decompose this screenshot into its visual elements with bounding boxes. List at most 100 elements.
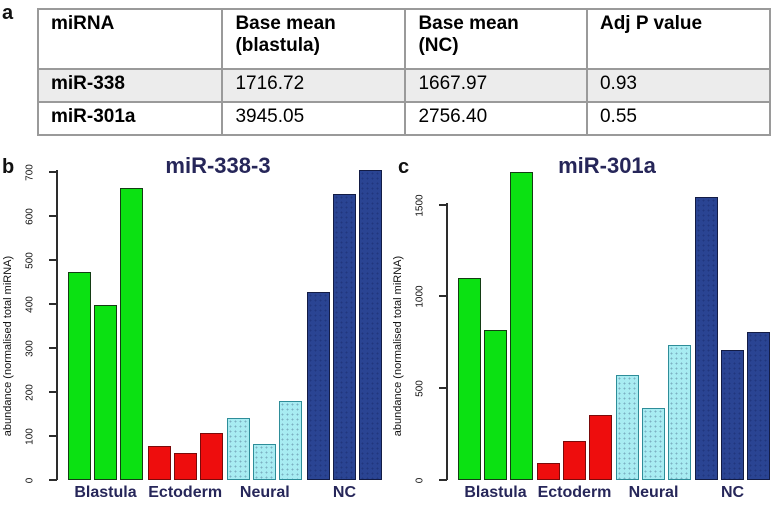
cell-mirna-name: miR-338 (36, 68, 224, 103)
y-axis-tick-label: 300 (24, 340, 36, 358)
y-axis-tick (49, 259, 57, 262)
y-axis-tick-label: 1500 (414, 194, 426, 217)
y-axis-tick (439, 203, 447, 206)
panel-b-label: b (2, 156, 15, 178)
table-header-mirna: miRNA (36, 8, 224, 70)
table-header-adj-p-value: Adj P value (585, 8, 772, 70)
table-header-base-mean-nc: Base mean (NC) (404, 8, 588, 70)
chart-panel-mir-301a: c miR-301a abundance (normalised total m… (390, 152, 778, 530)
y-axis-label-text: abundance (normalised total miRNA) (2, 255, 14, 437)
header-line: Base mean (235, 13, 336, 34)
bar (358, 170, 382, 480)
y-axis-tick (49, 303, 57, 306)
chart-title: miR-301a (558, 153, 656, 178)
y-axis-tick (439, 387, 447, 390)
x-category-label: Blastula (464, 484, 527, 501)
plot-area: 0 500 1000 1500 (415, 171, 772, 483)
x-category-label: Neural (239, 484, 290, 501)
y-axis-label: abundance (normalised total miRNA) (0, 190, 16, 502)
bar (747, 332, 770, 480)
bar-group-nc (695, 197, 770, 480)
bar-group-nc (306, 170, 382, 480)
bar (306, 291, 330, 480)
y-axis-tick-label: 200 (24, 384, 36, 401)
cell-base-mean-nc: 1667.97 (404, 68, 588, 103)
bar-group-ectoderm (147, 433, 223, 480)
bar (458, 278, 481, 480)
y-axis-line (56, 170, 58, 480)
bar (199, 433, 223, 480)
panel-a-label: a (2, 2, 14, 24)
y-axis-tick-label: 100 (24, 428, 36, 445)
bar (616, 375, 639, 480)
bar (279, 401, 303, 480)
cell-base-mean-blastula: 3945.05 (221, 101, 407, 136)
bar-group-neural (616, 345, 691, 480)
bar (537, 462, 560, 480)
chart-body: abundance (normalised total miRNA) 0 100 2… (0, 165, 390, 502)
bar (484, 329, 507, 480)
header-line: (NC) (418, 35, 459, 56)
bar (695, 197, 718, 480)
bar-group-ectoderm (537, 414, 612, 480)
bar-group-blastula (68, 187, 143, 480)
table-header-row: miRNA Base mean (blastula) Base mean (NC… (36, 8, 772, 70)
x-axis-labels: Blastula Ectoderm Neural NC (58, 484, 384, 502)
panel-c-label: c (398, 156, 410, 178)
bar (642, 407, 665, 480)
plot-area: 0 100 200 300 400 500 600 700 (25, 165, 384, 483)
table-row: miR-301a 3945.05 2756.40 0.55 (36, 101, 772, 136)
cell-base-mean-blastula: 1716.72 (221, 68, 407, 103)
table-row: miR-338 1716.72 1667.97 0.93 (36, 68, 772, 103)
bar (332, 194, 356, 480)
header-line: Base mean (418, 13, 519, 34)
x-category-label: NC (332, 484, 357, 501)
x-category-label: Ectoderm (148, 484, 223, 501)
bar (721, 349, 744, 480)
table-header-base-mean-blastula: Base mean (blastula) (221, 8, 407, 70)
y-axis-tick (49, 171, 57, 174)
y-axis-tick (49, 391, 57, 394)
y-axis-tick (49, 347, 57, 350)
bar (68, 272, 91, 480)
x-category-label: Blastula (74, 484, 137, 501)
y-axis-tick-label: 500 (24, 252, 36, 270)
chart-panel-mir-338: b miR-338-3 abundance (normalised total … (0, 152, 390, 530)
y-axis-tick-label: 600 (24, 208, 36, 226)
plot-column: 0 100 200 300 400 500 600 700 Blastula Ectoderm N… (16, 165, 390, 502)
y-axis-tick-label: 0 (24, 477, 36, 484)
x-category-label: NC (720, 484, 745, 501)
chart-title: miR-338-3 (165, 153, 271, 178)
y-axis-tick-label: 500 (414, 380, 426, 398)
bar-group-neural (227, 401, 303, 480)
bar (94, 305, 117, 480)
bar (563, 440, 586, 480)
cell-mirna-name: miR-301a (36, 101, 224, 136)
x-category-label: Neural (628, 484, 679, 501)
cell-adj-p-value: 0.55 (585, 101, 772, 136)
cell-base-mean-nc: 2756.40 (404, 101, 588, 136)
chart-body: abundance (normalised total miRNA) 0 500 1… (390, 171, 778, 502)
y-axis-tick (439, 479, 447, 481)
y-axis-tick (439, 295, 447, 298)
bar (173, 452, 197, 480)
y-axis-label-text: abundance (normalised total miRNA) (392, 255, 404, 437)
mirna-table: miRNA Base mean (blastula) Base mean (NC… (36, 8, 772, 136)
y-axis-tick (49, 215, 57, 218)
x-category-label: Ectoderm (537, 484, 612, 501)
plot-column: 0 500 1000 1500 Blastula Ectoderm Neural NC (406, 171, 778, 502)
bar (147, 445, 171, 480)
bar (510, 171, 533, 480)
bar (668, 345, 691, 480)
bar-group-blastula (458, 171, 533, 480)
y-axis-tick (49, 479, 57, 481)
y-axis-tick (49, 435, 57, 438)
y-axis-tick-label: 1000 (414, 285, 426, 309)
header-line: miRNA (51, 13, 115, 34)
cell-adj-p-value: 0.93 (585, 68, 772, 103)
header-line: Adj P value (599, 13, 703, 34)
header-line: (blastula) (235, 35, 320, 56)
bar (120, 187, 143, 480)
bar (589, 414, 612, 480)
